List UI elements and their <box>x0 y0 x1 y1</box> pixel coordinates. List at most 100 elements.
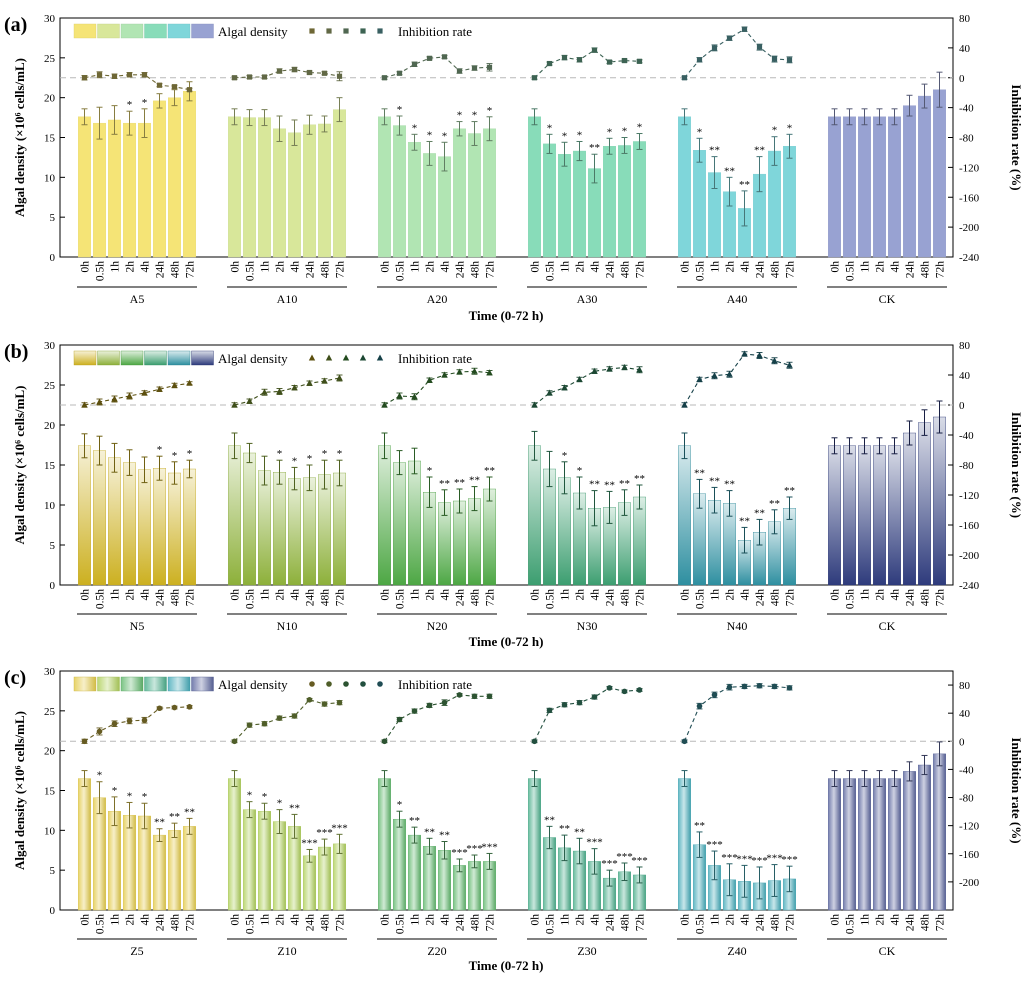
inhibition-point <box>546 389 553 396</box>
panel-label: (c) <box>4 667 26 689</box>
bar <box>273 472 286 586</box>
y2-axis-title: Inhibition rate (%) <box>1009 412 1024 518</box>
y-axis-title: Algal density (×10⁶ cells/mL) <box>12 711 27 870</box>
y-tick-label: 10 <box>44 172 56 184</box>
inhibition-point <box>276 715 283 721</box>
time-tick-label: 72h <box>335 914 347 932</box>
significance-mark: * <box>412 122 418 134</box>
time-tick-label: 48h <box>620 261 632 279</box>
significance-mark: * <box>172 450 178 462</box>
y2-tick-label: -80 <box>959 133 974 145</box>
inhibition-point <box>546 707 553 714</box>
y2-tick-label: 40 <box>959 708 971 720</box>
time-tick-label: 24h <box>455 914 467 932</box>
inhibition-point <box>456 68 463 74</box>
y2-tick-label: -120 <box>959 162 980 174</box>
legend-swatch <box>97 350 120 366</box>
significance-mark: *** <box>766 853 783 865</box>
legend-swatch <box>191 350 214 366</box>
significance-mark: ** <box>694 467 705 479</box>
time-tick-label: 4h <box>590 261 602 273</box>
bar <box>903 432 916 586</box>
legend-label-line: Inhibition rate <box>398 24 472 39</box>
time-tick-label: 0h <box>830 261 842 273</box>
bar <box>288 478 301 586</box>
significance-mark: * <box>277 448 283 460</box>
y2-tick-label: -80 <box>959 793 974 805</box>
inhibition-point <box>531 401 538 408</box>
significance-mark: * <box>472 110 478 122</box>
time-tick-label: 48h <box>470 589 482 607</box>
legend: Algal density Inhibition rate <box>73 350 472 366</box>
inhibition-point <box>81 401 88 408</box>
bar <box>318 846 331 911</box>
inhibition-point <box>741 26 748 32</box>
bar <box>438 156 451 258</box>
legend-marker <box>309 28 315 34</box>
y-tick-label: 25 <box>44 53 56 65</box>
inhibition-line <box>384 694 490 742</box>
inhibition-point <box>291 384 298 391</box>
significance-mark: * <box>637 122 643 134</box>
significance-mark: *** <box>706 839 723 851</box>
time-tick-label: 4h <box>440 261 452 273</box>
time-tick-label: 1h <box>860 914 872 926</box>
y2-tick-label: 80 <box>959 340 971 352</box>
time-tick-label: 0.5h <box>695 589 707 609</box>
inhibition-point <box>786 57 793 63</box>
significance-mark: ** <box>619 478 630 490</box>
y2-tick-label: -120 <box>959 490 980 502</box>
time-tick-label: 0h <box>380 589 392 601</box>
inhibition-point <box>456 692 463 698</box>
y2-tick-label: -40 <box>959 430 974 442</box>
inhibition-point <box>306 379 313 386</box>
bar <box>123 122 136 258</box>
time-tick-label: 0h <box>530 261 542 273</box>
time-tick-label: 72h <box>785 261 797 279</box>
time-tick-label: 48h <box>920 261 932 279</box>
significance-mark: * <box>457 110 463 122</box>
time-tick-label: 4h <box>440 589 452 601</box>
time-tick-label: 0.5h <box>395 914 407 934</box>
x-axis-title: Time (0-72 h) <box>469 308 544 323</box>
significance-mark: * <box>337 448 343 460</box>
group-label: Z30 <box>577 944 596 958</box>
time-tick-label: 24h <box>155 589 167 607</box>
inhibition-point <box>441 371 448 378</box>
legend-swatch <box>167 350 191 366</box>
bar <box>78 778 91 911</box>
group-Z20: 0h * 0.5h ** 1h ** 2h ** 4h *** 24h *** 48h *** 72h Z20 <box>377 692 498 958</box>
significance-mark: ** <box>424 826 435 838</box>
time-tick-label: 0h <box>380 914 392 926</box>
legend-label-line: Inhibition rate <box>398 677 472 692</box>
inhibition-point <box>426 376 433 383</box>
inhibition-point <box>636 687 643 693</box>
time-tick-label: 48h <box>320 914 332 932</box>
significance-mark: * <box>97 770 103 782</box>
inhibition-point <box>141 389 148 396</box>
panel-a: (a) 0 5 10 15 20 25 30 -240 -200 -160 -120 -80 -40 0 40… <box>4 13 1024 323</box>
time-tick-label: 4h <box>290 914 302 926</box>
bar <box>423 153 436 258</box>
y-tick-label: 5 <box>50 865 56 877</box>
y-tick-label: 0 <box>50 905 56 917</box>
legend-marker <box>377 28 383 34</box>
bar <box>378 778 391 911</box>
significance-mark: * <box>487 105 493 117</box>
bar <box>378 445 391 586</box>
time-tick-label: 4h <box>890 261 902 273</box>
y2-tick-label: -40 <box>959 103 974 115</box>
bar <box>633 141 646 258</box>
inhibition-point <box>726 370 733 377</box>
time-tick-label: 0h <box>680 914 692 926</box>
time-tick-label: 48h <box>620 589 632 607</box>
legend-swatch <box>144 350 167 366</box>
time-tick-label: 4h <box>140 589 152 601</box>
inhibition-point <box>306 697 313 703</box>
inhibition-point <box>591 694 598 700</box>
significance-mark: ** <box>709 475 720 487</box>
bar <box>888 445 901 586</box>
time-tick-label: 4h <box>140 261 152 273</box>
inhibition-point <box>96 72 103 78</box>
significance-mark: ** <box>559 823 570 835</box>
